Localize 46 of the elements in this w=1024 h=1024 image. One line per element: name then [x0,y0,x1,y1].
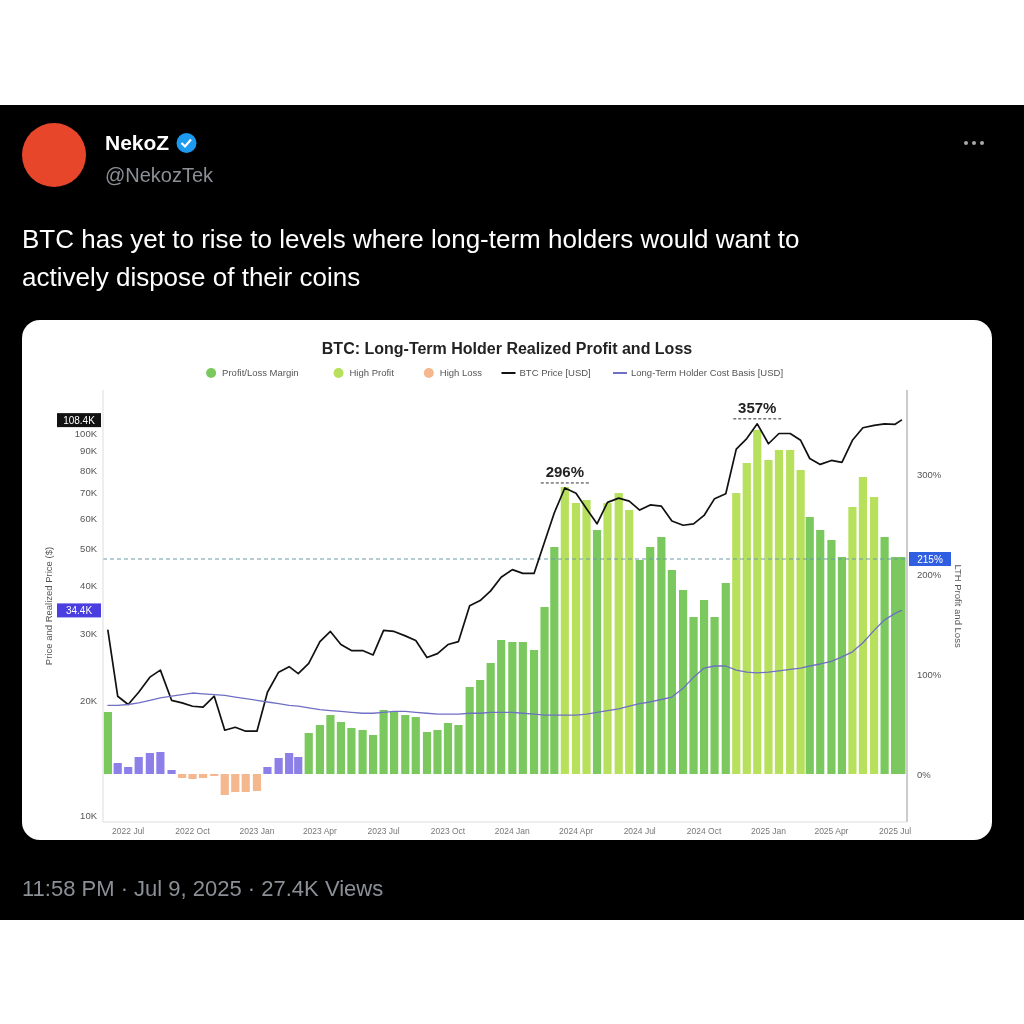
y-tick-label: 50K [80,542,98,554]
y-tick-label: 20K [80,694,98,706]
y-tick-label: 90K [80,445,98,457]
y-tick-label: 10K [80,809,98,821]
x-tick-label: 2025 Jul [879,826,912,836]
y2-tick-label: 300% [917,468,942,480]
x-tick-label: 2023 Oct [430,826,466,836]
x-tick-label: 2024 Oct [686,826,722,836]
y2-axis-title: LTH Profit and Loss [953,564,964,648]
x-tick-label: 2023 Jul [367,826,400,836]
text: 34.4K [65,605,93,617]
line-series [107,609,903,716]
y2-tick-label: 200% [917,568,942,580]
y-axis-title: Price and Realized Price ($) [43,546,54,666]
text: 108.4K [63,415,96,427]
x-tick-label: 2022 Oct [175,826,211,836]
y-tick-label: 100K [74,428,98,439]
y2-tick-label: 0% [917,768,932,780]
ref-line-label: 215% [917,554,943,565]
legend-label: Long-Term Holder Cost Basis [USD] [631,367,784,378]
x-tick-label: 2023 Apr [302,826,338,836]
y-tick-label: 70K [80,487,98,499]
annotation: 296% [545,462,585,480]
x-tick-label: 2025 Apr [814,826,849,836]
text: BTC has yet to rise to levels where long-term holders would want to actively dispose of their coins [22,224,800,292]
x-tick-label: 2024 Jul [623,826,656,836]
legend-label: High Loss [439,367,483,378]
x-tick-label: 2025 Jan [750,826,787,836]
text: @NekozTek [105,164,215,186]
y-tick-label: 40K [80,579,98,591]
x-tick-label: 2023 Jan [239,826,275,836]
text: 11:58 PM · Jul 9, 2025 · 27.4K Views [22,876,384,901]
x-tick-label: 2024 Apr [559,826,594,836]
y-tick-label: 60K [80,512,98,524]
x-tick-label: 2024 Jan [494,826,531,836]
text: NekoZ [105,131,170,154]
annotation: 357% [738,398,777,416]
y-tick-label: 30K [80,627,98,639]
legend-label: BTC Price [USD] [519,367,591,378]
legend-label: High Profit [349,367,395,378]
legend-label: Profit/Loss Margin [222,367,299,378]
line-series [107,419,903,733]
y-tick-label: 80K [80,464,98,476]
x-tick-label: 2022 Jul [112,826,145,836]
chart-title: BTC: Long-Term Holder Realized Profit and Loss [321,340,693,357]
y2-tick-label: 100% [917,668,942,680]
